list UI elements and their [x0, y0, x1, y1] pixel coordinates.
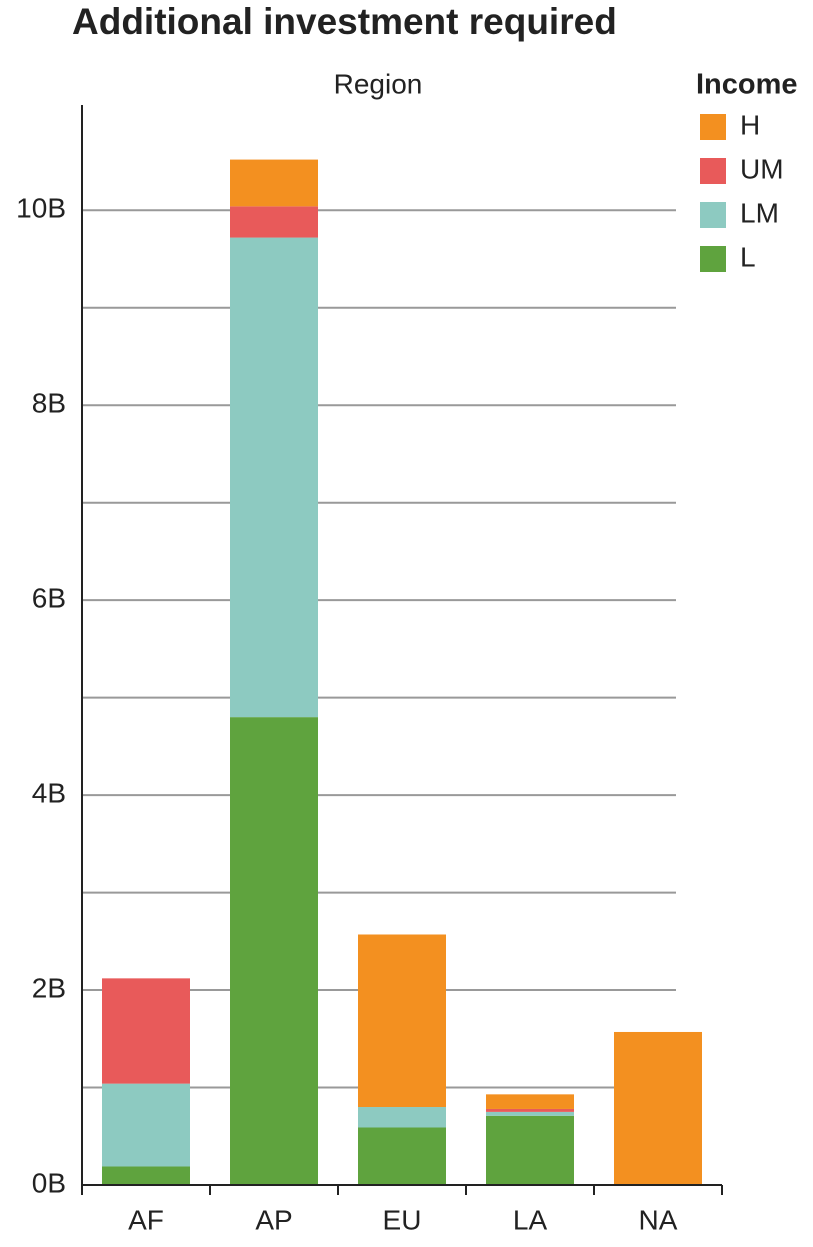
bar-segment [230, 206, 318, 238]
legend-swatch [700, 114, 726, 140]
bar-segment [486, 1108, 574, 1112]
bar-segment [230, 159, 318, 207]
bar-segment [486, 1111, 574, 1116]
y-tick-label: 10B [16, 193, 66, 224]
legend-label: LM [740, 197, 779, 228]
legend-title: Income [696, 69, 798, 101]
bar-segment [102, 1166, 190, 1185]
bar-segment [230, 717, 318, 1185]
bar-segment [230, 237, 318, 718]
legend-label: L [740, 241, 756, 272]
legend-swatch [700, 158, 726, 184]
x-tick-label: AF [128, 1204, 164, 1235]
x-tick-label: NA [639, 1204, 678, 1235]
y-tick-label: 0B [32, 1167, 66, 1198]
y-tick-label: 6B [32, 583, 66, 614]
y-tick-label: 8B [32, 388, 66, 419]
legend-swatch [700, 202, 726, 228]
bar-segment [102, 1083, 190, 1167]
x-tick-label: LA [513, 1204, 548, 1235]
x-tick-label: EU [383, 1204, 422, 1235]
bar-segment [358, 1107, 446, 1128]
y-tick-label: 4B [32, 777, 66, 808]
chart-title: Additional investment required [72, 1, 617, 42]
x-axis-title: Region [334, 68, 423, 99]
bar-segment [486, 1115, 574, 1185]
y-tick-label: 2B [32, 972, 66, 1003]
legend-label: H [740, 109, 760, 140]
legend-label: UM [740, 153, 784, 184]
bar-segment [358, 1127, 446, 1185]
bar-segment [614, 1031, 702, 1185]
bar-segment [358, 934, 446, 1108]
bar-segment [102, 978, 190, 1084]
x-tick-label: AP [255, 1204, 292, 1235]
legend-swatch [700, 246, 726, 272]
bar-segment [486, 1094, 574, 1109]
